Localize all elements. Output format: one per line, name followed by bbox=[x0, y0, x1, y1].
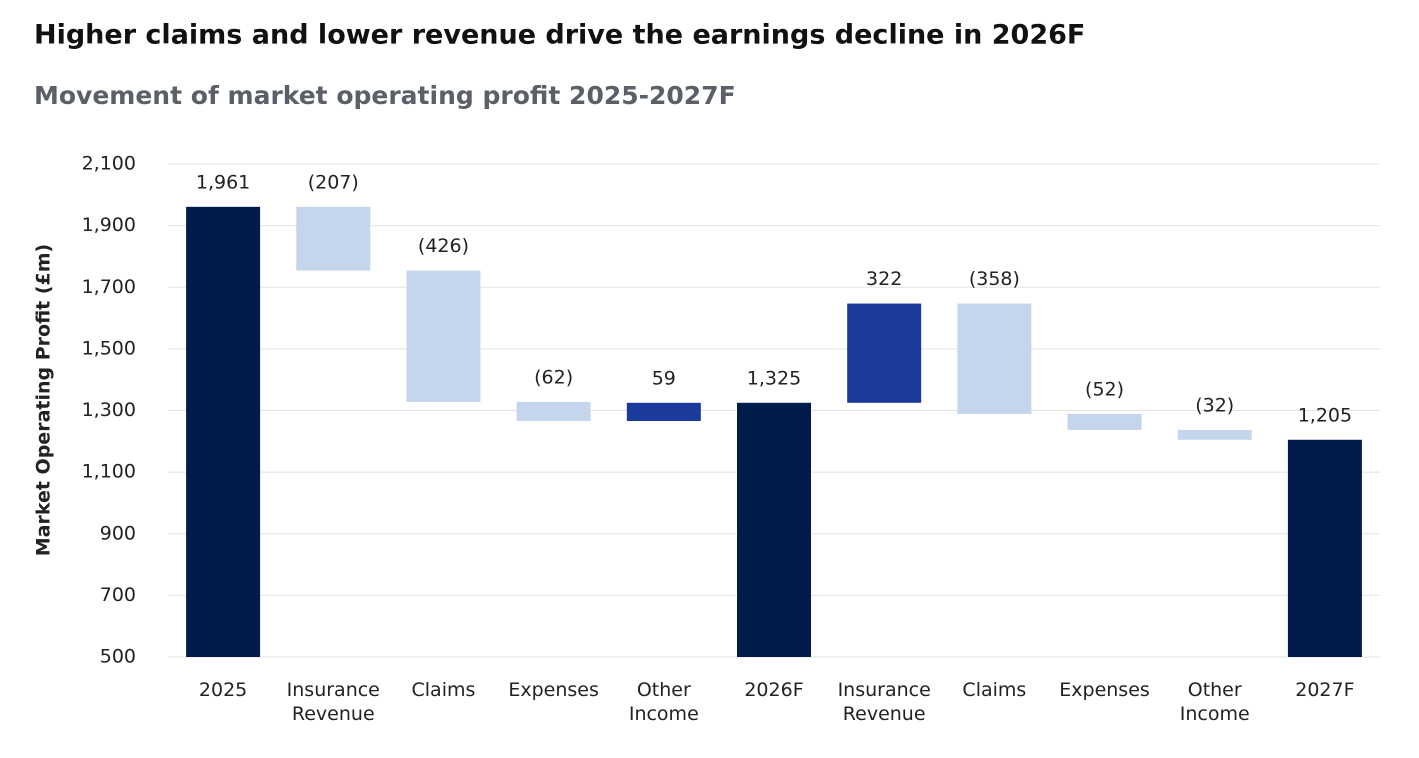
y-tick-label: 1,300 bbox=[82, 399, 136, 421]
bar bbox=[186, 206, 261, 657]
value-label: 322 bbox=[866, 268, 902, 290]
x-tick-label: Other Income bbox=[628, 679, 699, 725]
value-label: 1,205 bbox=[1298, 404, 1352, 426]
value-label: (62) bbox=[534, 366, 573, 388]
bar bbox=[1177, 429, 1252, 440]
bar bbox=[957, 303, 1032, 414]
bar bbox=[1287, 439, 1362, 657]
value-label: (426) bbox=[418, 235, 469, 257]
x-tick-label: Claims bbox=[411, 679, 476, 701]
x-tick-label: Other Income bbox=[1179, 679, 1250, 725]
y-axis-label: Market Operating Profit (£m) bbox=[33, 244, 55, 557]
value-label: 1,325 bbox=[747, 367, 801, 389]
y-tick-label: 1,700 bbox=[82, 276, 136, 298]
value-label: (207) bbox=[308, 171, 359, 193]
y-tick-label: 1,500 bbox=[82, 337, 136, 359]
bar bbox=[1067, 413, 1142, 430]
x-tick-label: Expenses bbox=[1059, 679, 1150, 701]
y-tick-label: 700 bbox=[100, 584, 136, 606]
x-tick-label: Claims bbox=[962, 679, 1027, 701]
x-tick-label: 2027F bbox=[1295, 679, 1355, 701]
value-label: 1,961 bbox=[196, 171, 250, 193]
value-label: (358) bbox=[969, 268, 1020, 290]
x-tick-label: Insurance Revenue bbox=[286, 679, 380, 725]
chart-title: Higher claims and lower revenue drive th… bbox=[34, 20, 1085, 51]
y-tick-label: 500 bbox=[100, 646, 136, 668]
x-tick-label: Expenses bbox=[508, 679, 599, 701]
x-tick-label: 2026F bbox=[744, 679, 804, 701]
x-tick-label: Insurance Revenue bbox=[837, 679, 931, 725]
value-label: 59 bbox=[652, 367, 676, 389]
bar bbox=[626, 402, 701, 421]
y-tick-label: 900 bbox=[100, 522, 136, 544]
bar bbox=[296, 206, 371, 271]
bar bbox=[516, 401, 591, 421]
bar bbox=[847, 303, 922, 403]
bar bbox=[406, 270, 481, 402]
value-label: (52) bbox=[1085, 378, 1124, 400]
y-tick-label: 1,900 bbox=[82, 214, 136, 236]
y-tick-label: 2,100 bbox=[82, 153, 136, 175]
chart-subtitle: Movement of market operating profit 2025… bbox=[34, 81, 736, 110]
y-tick-label: 1,100 bbox=[82, 461, 136, 483]
value-label: (32) bbox=[1195, 394, 1234, 416]
bar bbox=[737, 402, 811, 657]
x-tick-label: 2025 bbox=[198, 679, 248, 701]
